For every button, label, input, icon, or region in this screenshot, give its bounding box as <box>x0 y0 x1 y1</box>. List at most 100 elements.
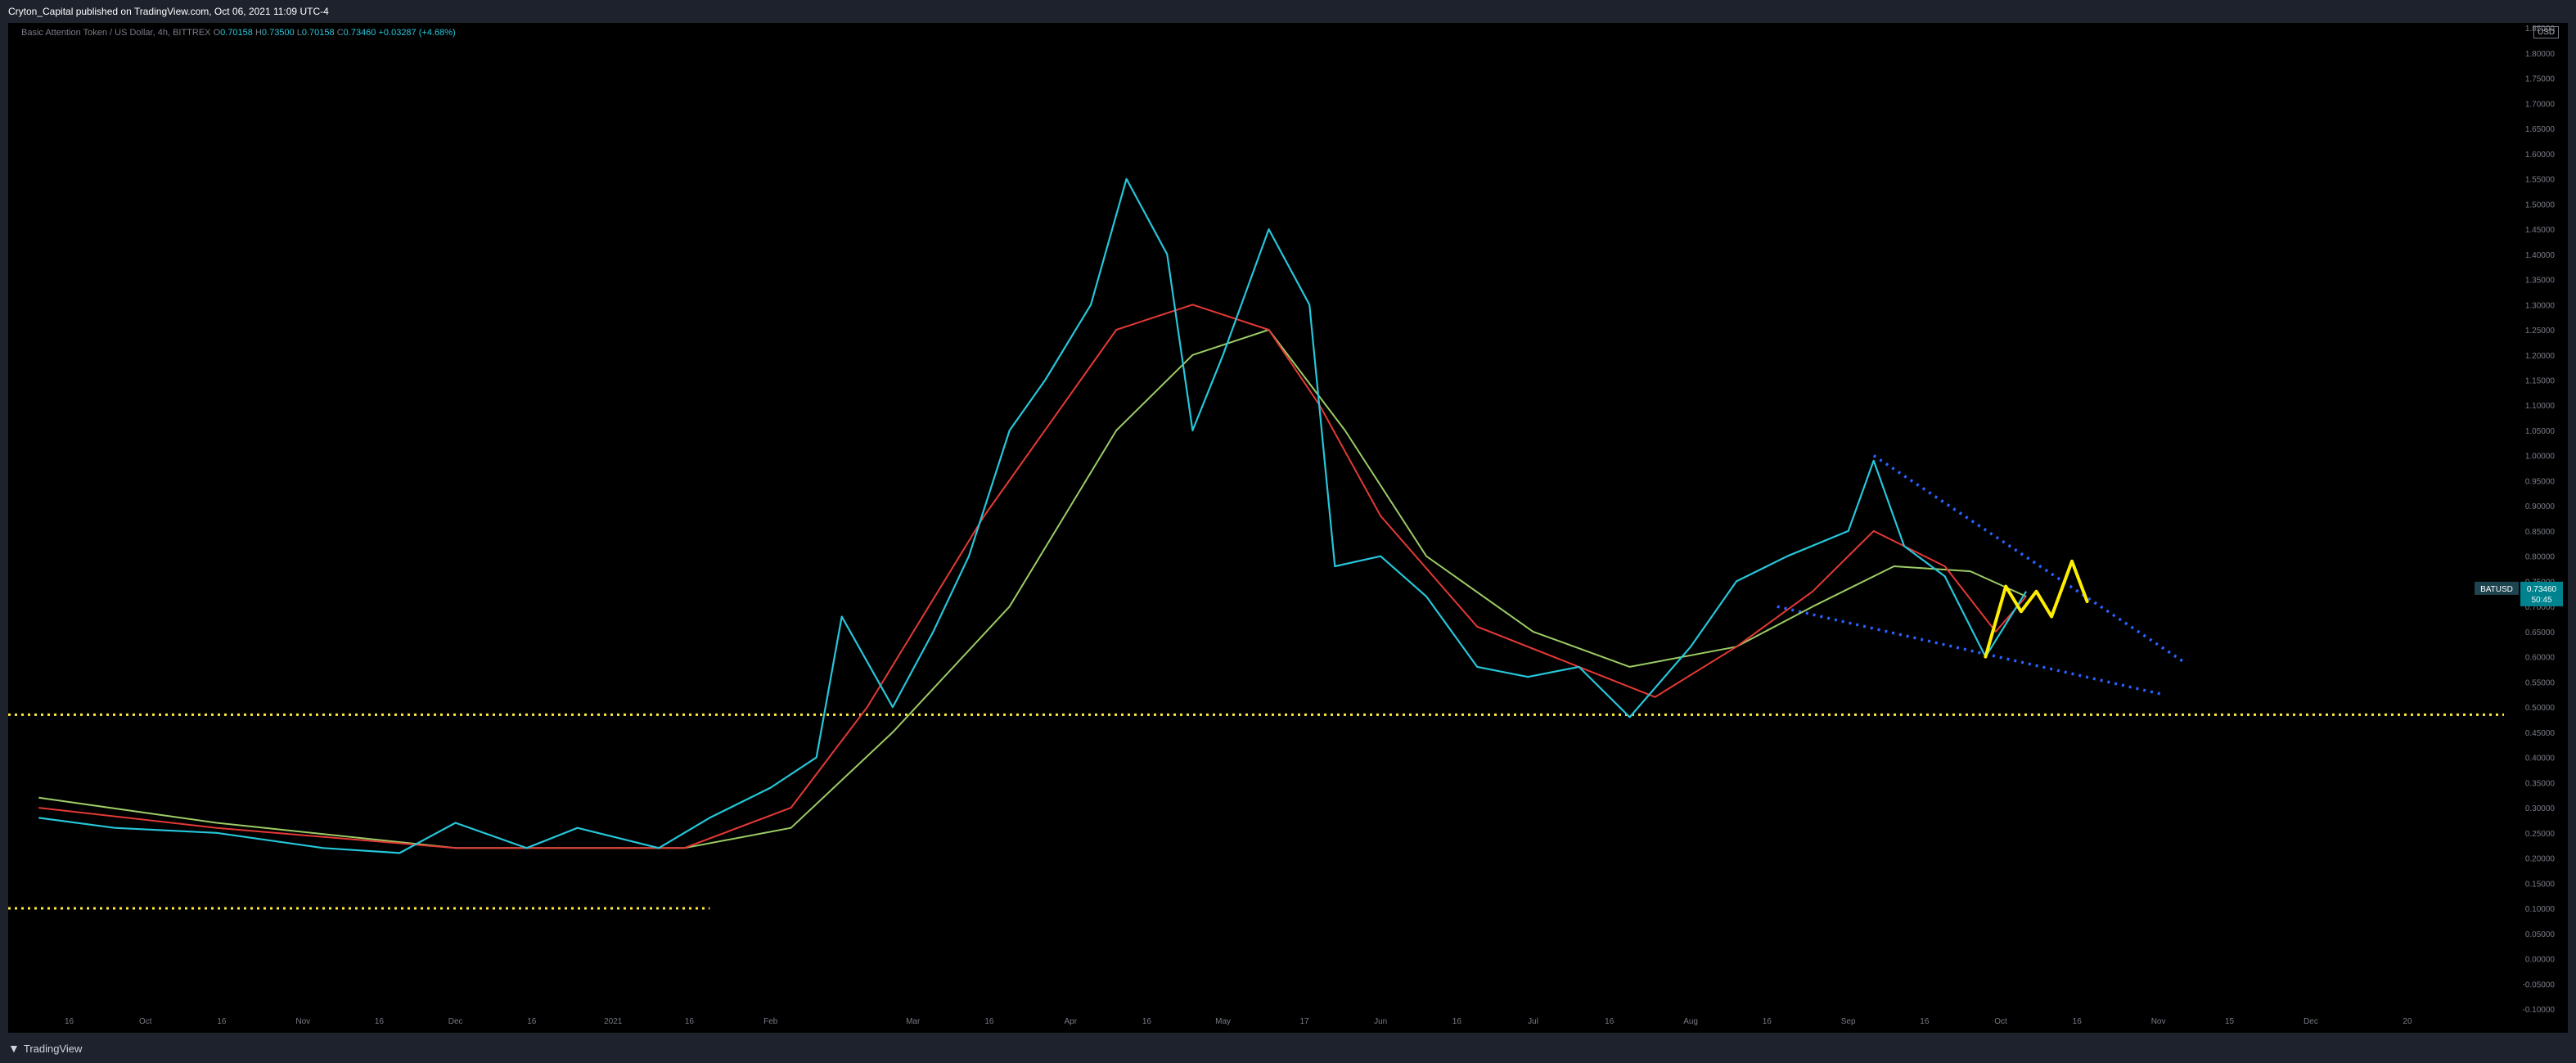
x-tick-label: 16 <box>685 1017 695 1026</box>
y-tick-label: 1.45000 <box>2525 226 2556 235</box>
x-tick-label: 15 <box>2225 1017 2235 1026</box>
x-tick-label: Feb <box>763 1017 778 1026</box>
wedge-trendline-2 <box>1777 605 2164 696</box>
x-tick-label: 16 <box>2073 1017 2083 1026</box>
y-tick-label: 1.10000 <box>2525 402 2556 411</box>
x-tick-label: Dec <box>448 1017 463 1026</box>
y-tick-label: 0.70000 <box>2525 603 2556 612</box>
y-tick-label: 1.50000 <box>2525 200 2556 209</box>
x-tick-label: Mar <box>906 1017 921 1026</box>
price-chart[interactable]: 1.85000 1.80000 1.75000 1.70000 1.65000 1.600… <box>8 23 2568 1033</box>
currency-button[interactable]: USD <box>2533 26 2560 38</box>
symbol-name: Basic Attention Token / US Dollar, 4h, B… <box>21 28 211 38</box>
publisher-bar: Cryton_Capital published on TradingView.… <box>0 0 2576 23</box>
y-tick-label: 0.95000 <box>2525 477 2556 486</box>
y-tick-label: 1.75000 <box>2525 75 2556 84</box>
tradingview-logo-icon: ▼ <box>8 1042 20 1055</box>
last-price-value: 0.73460 <box>2527 585 2557 594</box>
symbol-legend: Basic Attention Token / US Dollar, 4h, B… <box>21 28 456 38</box>
x-tick-label: 2021 <box>604 1017 623 1026</box>
y-tick-label: 1.20000 <box>2525 352 2556 361</box>
y-tick-label: 1.05000 <box>2525 427 2556 436</box>
tradingview-logo-label: TradingView <box>23 1042 83 1055</box>
x-tick-label: Nov <box>295 1017 310 1026</box>
x-tick-label: Jun <box>1374 1017 1387 1026</box>
tradingview-logo[interactable]: ▼ TradingView <box>8 1042 82 1055</box>
y-tick-label: -0.05000 <box>2523 980 2556 989</box>
legend-change: +0.03287 (+4.68%) <box>378 28 456 38</box>
chart-pane[interactable]: 1.85000 1.80000 1.75000 1.70000 1.65000 1.600… <box>8 23 2568 1033</box>
y-tick-label: 0.15000 <box>2525 880 2556 889</box>
y-tick-label: 0.85000 <box>2525 528 2556 537</box>
y-tick-label: 0.50000 <box>2525 704 2556 713</box>
legend-close-label: C <box>336 28 344 38</box>
x-tick-label: Sep <box>1841 1017 1856 1026</box>
y-tick-label: 0.90000 <box>2525 502 2556 511</box>
x-tick-label: 16 <box>1920 1017 1930 1026</box>
x-tick-label: Dec <box>2304 1017 2318 1026</box>
last-price-box <box>2520 581 2563 606</box>
last-price-symbol: BATUSD <box>2480 585 2513 594</box>
y-tick-label: 0.65000 <box>2525 628 2556 637</box>
x-tick-label: 16 <box>1763 1017 1772 1026</box>
legend-open-label: O <box>213 28 221 38</box>
y-tick-label: 1.85000 <box>2525 25 2556 34</box>
y-tick-label: 0.40000 <box>2525 754 2556 763</box>
y-tick-label: 0.10000 <box>2525 905 2556 914</box>
last-price-symbol-bg <box>2475 581 2519 595</box>
legend-open: 0.70158 <box>220 28 253 38</box>
last-price-countdown: 50:45 <box>2531 596 2551 605</box>
x-tick-label: 16 <box>217 1017 227 1026</box>
y-tick-label: 1.40000 <box>2525 251 2556 260</box>
y-tick-label: 0.20000 <box>2525 855 2556 864</box>
y-tick-label: 1.60000 <box>2525 151 2556 160</box>
ma-slow-series <box>38 329 2027 849</box>
x-tick-label: 16 <box>65 1017 74 1026</box>
footer-bar: ▼ TradingView <box>0 1033 2576 1063</box>
x-tick-label: May <box>1215 1017 1231 1026</box>
wedge-trendline-1 <box>1872 454 2185 664</box>
y-tick-label: 0.45000 <box>2525 729 2556 738</box>
y-tick-label: 1.55000 <box>2525 176 2556 185</box>
legend-high: 0.73500 <box>261 28 295 38</box>
y-tick-label: 0.80000 <box>2525 553 2556 562</box>
y-tick-label: 1.00000 <box>2525 453 2556 462</box>
y-tick-label: 0.55000 <box>2525 678 2556 687</box>
y-tick-label: -0.10000 <box>2523 1006 2556 1015</box>
y-tick-label: 1.65000 <box>2525 125 2556 134</box>
y-tick-label: 1.30000 <box>2525 301 2556 310</box>
y-tick-label: 1.35000 <box>2525 277 2556 286</box>
x-tick-label: 16 <box>1605 1017 1615 1026</box>
legend-low: 0.70158 <box>301 28 335 38</box>
y-tick-label: 1.70000 <box>2525 100 2556 109</box>
x-tick-label: 20 <box>2403 1017 2412 1026</box>
x-tick-label: Apr <box>1064 1017 1077 1026</box>
x-tick-label: 17 <box>1299 1017 1309 1026</box>
y-tick-label: 1.80000 <box>2525 50 2556 59</box>
legend-close: 0.73460 <box>343 28 376 38</box>
y-tick-label: 1.25000 <box>2525 327 2556 336</box>
x-tick-label: Oct <box>1994 1017 2007 1026</box>
x-tick-label: 16 <box>1142 1017 1152 1026</box>
x-tick-label: Nov <box>2151 1017 2166 1026</box>
x-tick-label: Jul <box>1528 1017 1538 1026</box>
legend-high-label: H <box>254 28 262 38</box>
y-tick-label: 0.30000 <box>2525 804 2556 813</box>
y-tick-label: 0.25000 <box>2525 830 2556 839</box>
x-tick-label: 16 <box>375 1017 385 1026</box>
publisher-text: Cryton_Capital published on TradingView.… <box>8 6 329 17</box>
y-tick-label: 0.60000 <box>2525 654 2556 663</box>
x-tick-label: Aug <box>1683 1017 1698 1026</box>
price-series <box>38 178 2028 854</box>
projection-path <box>1984 559 2089 659</box>
y-tick-label: 0.35000 <box>2525 779 2556 788</box>
x-tick-label: 16 <box>527 1017 537 1026</box>
x-tick-label: Oct <box>139 1017 152 1026</box>
y-tick-label: 0.00000 <box>2525 956 2556 965</box>
ma-fast-series <box>38 304 2027 849</box>
x-tick-label: 16 <box>1452 1017 1462 1026</box>
legend-low-label: L <box>296 28 302 38</box>
y-tick-label: 1.15000 <box>2525 377 2556 386</box>
x-tick-label: 16 <box>984 1017 994 1026</box>
y-tick-label: 0.05000 <box>2525 930 2556 939</box>
